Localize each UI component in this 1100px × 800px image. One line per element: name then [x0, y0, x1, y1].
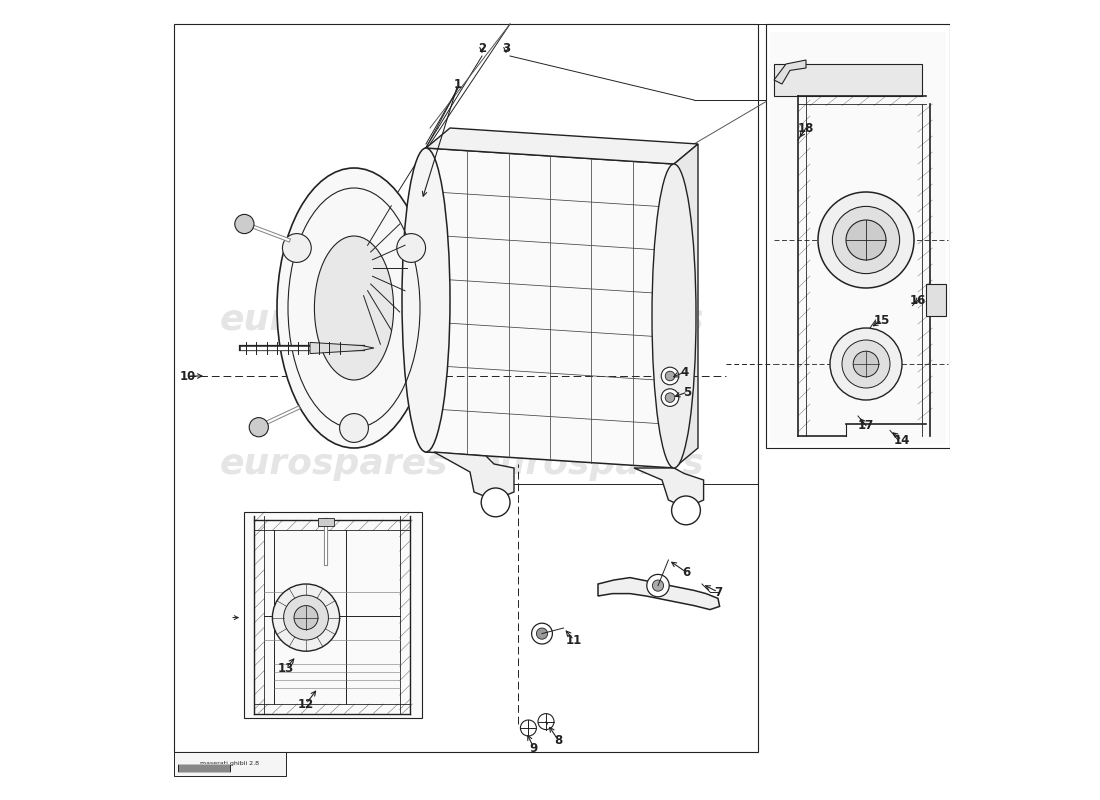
Circle shape — [340, 414, 368, 442]
Text: 15: 15 — [873, 314, 890, 326]
Polygon shape — [310, 342, 374, 354]
Ellipse shape — [652, 164, 696, 468]
Text: 2: 2 — [477, 42, 486, 54]
Text: 13: 13 — [278, 662, 294, 674]
Bar — [318, 518, 334, 526]
Circle shape — [283, 234, 311, 262]
Text: 3: 3 — [502, 42, 510, 54]
Circle shape — [666, 393, 674, 402]
Polygon shape — [178, 764, 230, 772]
Text: eurospares: eurospares — [220, 447, 449, 481]
Text: 7: 7 — [714, 586, 722, 598]
Circle shape — [538, 714, 554, 730]
Circle shape — [294, 606, 318, 630]
Text: 10: 10 — [179, 370, 196, 382]
Bar — [774, 64, 922, 96]
Text: 14: 14 — [894, 434, 910, 446]
Text: maserati ghibli 2.8: maserati ghibli 2.8 — [200, 762, 260, 766]
Text: 8: 8 — [554, 734, 562, 746]
Circle shape — [647, 574, 669, 597]
Text: 5: 5 — [683, 386, 692, 398]
Circle shape — [672, 496, 701, 525]
Text: 1: 1 — [454, 78, 462, 90]
Circle shape — [661, 389, 679, 406]
Circle shape — [818, 192, 914, 288]
Ellipse shape — [315, 236, 394, 380]
Text: 16: 16 — [910, 294, 926, 306]
Circle shape — [397, 234, 426, 262]
Text: eurospares: eurospares — [475, 447, 704, 481]
Text: eurospares: eurospares — [220, 303, 449, 337]
Ellipse shape — [277, 168, 431, 448]
Polygon shape — [774, 60, 806, 84]
Text: 12: 12 — [298, 698, 315, 710]
Circle shape — [652, 580, 663, 591]
Polygon shape — [634, 468, 704, 508]
Bar — [926, 284, 946, 316]
Text: 17: 17 — [858, 419, 874, 432]
Polygon shape — [426, 148, 674, 468]
Circle shape — [273, 584, 340, 651]
Circle shape — [830, 328, 902, 400]
Text: 11: 11 — [565, 634, 582, 646]
Polygon shape — [174, 752, 286, 776]
Text: 9: 9 — [530, 742, 538, 754]
Circle shape — [234, 214, 254, 234]
Circle shape — [854, 351, 879, 377]
Circle shape — [481, 488, 510, 517]
Text: eurospares: eurospares — [475, 303, 704, 337]
Circle shape — [537, 628, 548, 639]
Polygon shape — [598, 578, 719, 610]
Circle shape — [846, 220, 886, 260]
Polygon shape — [434, 452, 514, 500]
Text: 4: 4 — [680, 366, 689, 378]
Ellipse shape — [402, 148, 450, 452]
Text: 6: 6 — [682, 566, 690, 578]
Circle shape — [520, 720, 537, 736]
Circle shape — [284, 595, 329, 640]
Bar — [770, 32, 946, 444]
Circle shape — [250, 418, 268, 437]
Circle shape — [833, 206, 900, 274]
Circle shape — [842, 340, 890, 388]
Polygon shape — [426, 128, 698, 164]
Polygon shape — [244, 512, 422, 718]
Circle shape — [666, 371, 674, 381]
Polygon shape — [674, 144, 698, 468]
Circle shape — [531, 623, 552, 644]
Text: 18: 18 — [798, 122, 814, 134]
Circle shape — [661, 367, 679, 385]
